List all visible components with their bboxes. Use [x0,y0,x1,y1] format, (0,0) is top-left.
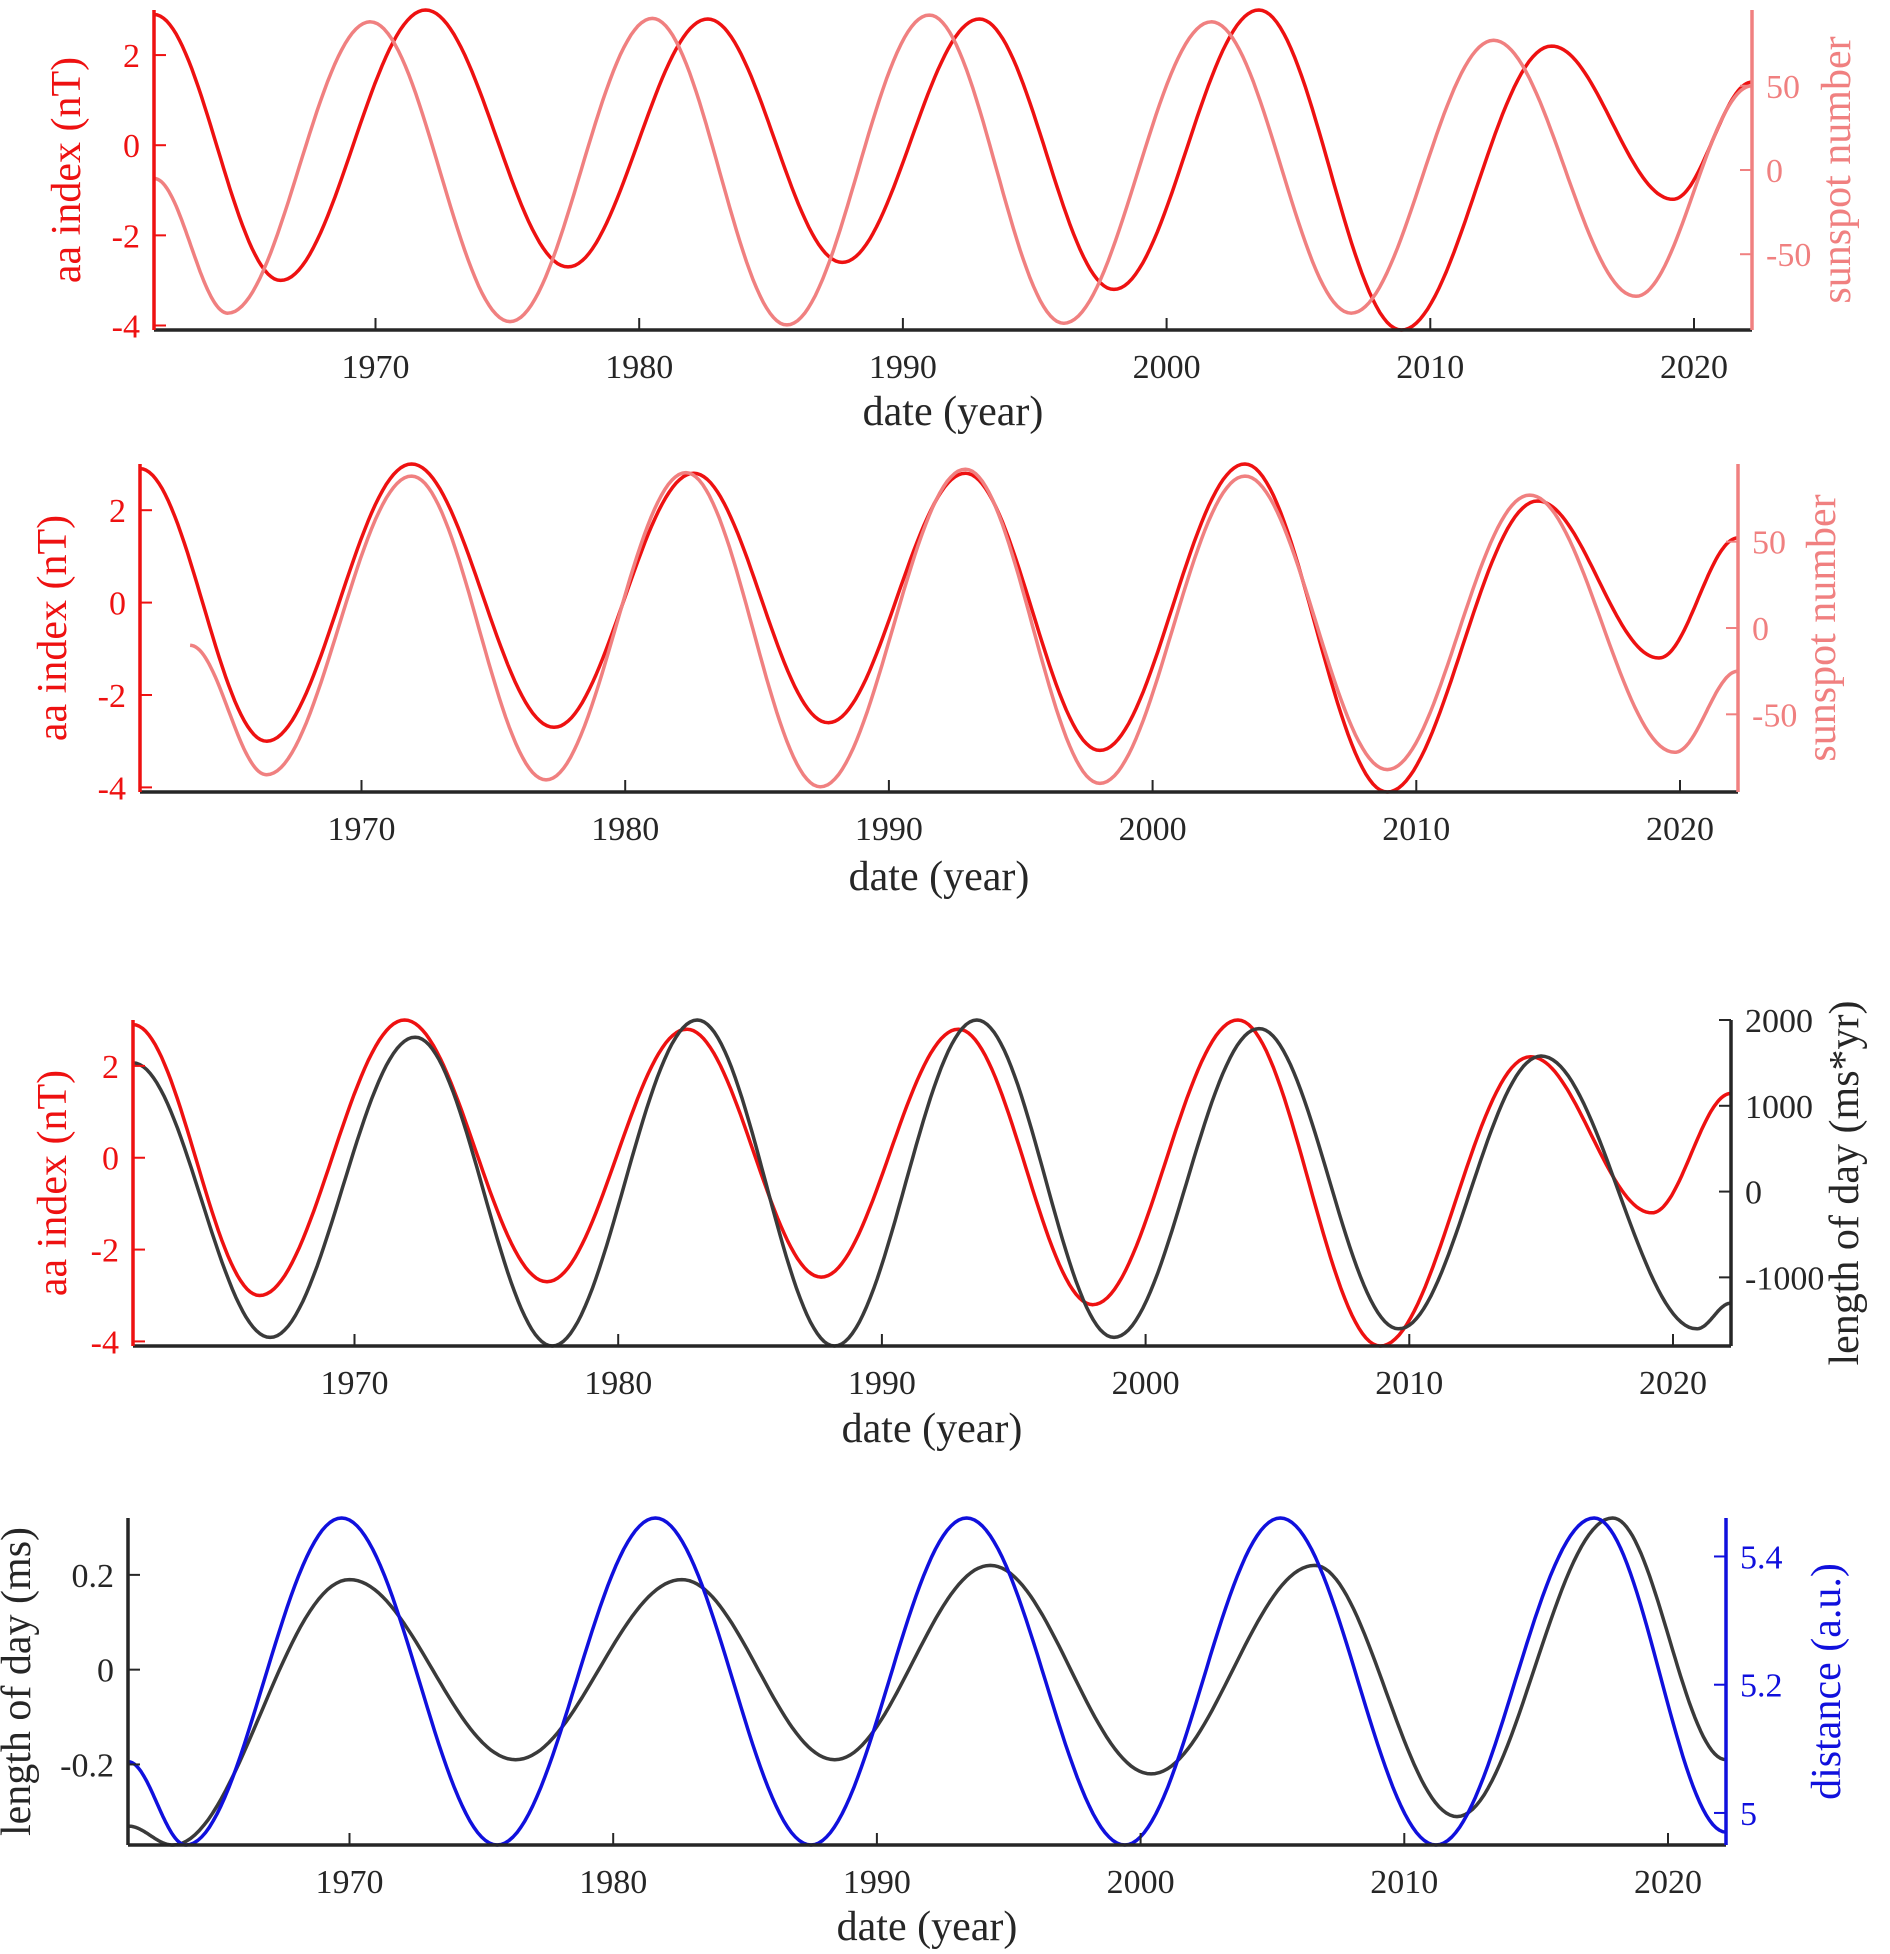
left-y-tick-label: -4 [98,770,126,807]
left-y-tick-label: 0 [109,586,126,623]
panel-2-aa-vs-shifted-sunspot: 1970 1980 1990 2000 2010 2020 -4 -2 0 2 -50 0 50 date… [30,462,1845,900]
x-tick-label: 2010 [1382,811,1450,848]
series-line-2-sunspot [153,13,1753,327]
right-y-tick-label: 0 [1745,1175,1762,1212]
x-tick-label: 2000 [1107,1864,1175,1901]
right-y-tick-label: -1000 [1745,1260,1824,1297]
left-y-tick-label: -4 [91,1324,119,1361]
x-tick-label: 1970 [342,349,410,386]
x-tick-label: 1990 [843,1864,911,1901]
left-y-tick-label: -2 [112,218,140,255]
right-y-tick-label: 5.2 [1740,1668,1783,1705]
right-y-tick-label: -50 [1752,697,1797,734]
right-y-tick-label: 50 [1766,69,1800,106]
left-y-tick-label: -2 [91,1233,119,1270]
series-line-2-lod [132,1018,1732,1348]
x-tick-label: 2000 [1112,1365,1180,1402]
x-tick-label: 2020 [1646,811,1714,848]
x-tick-label: 1990 [869,349,937,386]
x-tick-label: 2010 [1375,1365,1443,1402]
x-tick-label: 2020 [1639,1365,1707,1402]
series-line-2-sunspot [189,467,1739,789]
left-y-tick-label: 2 [102,1049,119,1086]
left-y-tick-label: 0 [97,1653,114,1690]
left-y-tick-label: -4 [112,308,140,345]
x-tick-label: 1990 [855,811,923,848]
series-line-2-distance [127,1516,1727,1847]
right-y-tick-label: 2000 [1745,1003,1813,1040]
series-line-1-lod [127,1516,1727,1847]
series-line-1-aa [139,462,1739,794]
panel-1-aa-vs-sunspot: 1970 1980 1990 2000 2010 2020 -4 -2 0 2 -50 0 50 date… [44,8,1860,435]
x-tick-label: 2010 [1396,349,1464,386]
series-line-1-aa [153,8,1753,332]
left-y-tick-label: -0.2 [60,1747,114,1784]
left-y-tick-label: 0.2 [72,1558,115,1595]
left-y-axis-label: aa index (nT) [30,515,76,741]
x-tick-label: 2010 [1370,1864,1438,1901]
left-y-tick-label: 2 [109,493,126,530]
right-y-tick-label: -50 [1766,237,1811,274]
x-axis-label: date (year) [842,1406,1023,1452]
left-y-axis-label: length of day (ms) [0,1527,40,1836]
right-y-tick-label: 50 [1752,525,1786,562]
x-tick-label: 1990 [848,1365,916,1402]
x-tick-label: 1980 [591,811,659,848]
x-tick-label: 2000 [1119,811,1187,848]
right-y-tick-label: 5 [1740,1796,1757,1833]
right-y-tick-label: 1000 [1745,1089,1813,1126]
right-y-axis-label: length of day (ms*yr) [1822,1000,1868,1365]
x-axis-label: date (year) [863,389,1044,435]
x-axis-label: date (year) [837,1904,1018,1950]
right-y-axis-label: sunspot number [1814,36,1860,303]
x-tick-label: 2000 [1133,349,1201,386]
series-line-1-aa [132,1018,1732,1348]
x-tick-label: 1980 [605,349,673,386]
x-tick-label: 1980 [579,1864,647,1901]
x-tick-label: 1970 [316,1864,384,1901]
left-y-tick-label: 0 [102,1141,119,1178]
x-tick-label: 2020 [1634,1864,1702,1901]
left-y-tick-label: -2 [98,678,126,715]
left-y-tick-label: 0 [123,128,140,165]
right-y-axis-label: distance (a.u.) [1804,1563,1850,1800]
x-tick-label: 1970 [328,811,396,848]
x-tick-label: 1980 [584,1365,652,1402]
left-y-axis-label: aa index (nT) [44,57,90,283]
left-y-tick-label: 2 [123,38,140,75]
right-y-tick-label: 5.4 [1740,1539,1783,1576]
x-tick-label: 2020 [1660,349,1728,386]
panel-4-length-of-day-vs-distance: 1970 1980 1990 2000 2010 2020 -0.2 0 0.2 5 5.2 5.4 d… [0,1516,1850,1950]
x-tick-label: 1970 [321,1365,389,1402]
right-y-tick-label: 0 [1752,611,1769,648]
panel-3-aa-vs-length-of-day: 1970 1980 1990 2000 2010 2020 -4 -2 0 2 -1000 0 1000… [30,1000,1868,1452]
right-y-axis-label: sunspot number [1799,494,1845,761]
right-y-tick-label: 0 [1766,153,1783,190]
x-axis-label: date (year) [849,854,1030,900]
left-y-axis-label: aa index (nT) [30,1070,76,1296]
